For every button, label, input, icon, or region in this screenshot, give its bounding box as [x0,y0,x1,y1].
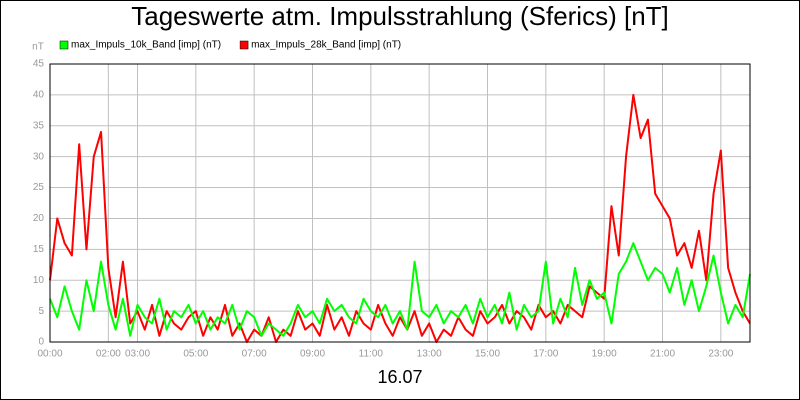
x-tick-label: 11:00 [359,349,384,360]
y-tick-label: 30 [33,151,45,162]
legend-label: max_Impuls_28k_Band [imp] (nT) [251,40,401,51]
x-tick-label: 23:00 [708,349,733,360]
y-tick-label: 20 [33,213,45,224]
x-tick-label: 02:00 [96,349,121,360]
x-label: 16.07 [377,367,422,387]
series-line [49,242,751,337]
y-tick-label: 0 [38,337,44,348]
legend-swatch [239,40,249,50]
x-tick-label: 17:00 [533,349,558,360]
y-tick-label: 5 [38,306,44,317]
legend-swatch [59,40,69,50]
plot-border [49,63,751,343]
x-tick-label: 15:00 [475,349,500,360]
x-tick-label: 19:00 [592,349,617,360]
x-tick-label: 09:00 [300,349,325,360]
y-tick-label: 25 [33,182,45,193]
x-tick-label: 03:00 [125,349,150,360]
y-tick-label: 35 [33,120,45,131]
y-unit: nT [32,42,44,53]
x-tick-label: 05:00 [183,349,208,360]
chart-title: Tageswerte atm. Impulsstrahlung (Sferics… [131,1,669,31]
y-tick-label: 40 [33,90,45,101]
x-tick-label: 13:00 [417,349,442,360]
series-line [49,93,751,343]
x-tick-label: 07:00 [242,349,267,360]
y-tick-label: 10 [33,275,45,286]
legend-label: max_Impuls_10k_Band [imp] (nT) [71,40,221,51]
y-tick-label: 45 [33,59,45,70]
x-tick-label: 00:00 [37,349,62,360]
x-tick-label: 21:00 [650,349,675,360]
y-tick-label: 15 [33,244,45,255]
